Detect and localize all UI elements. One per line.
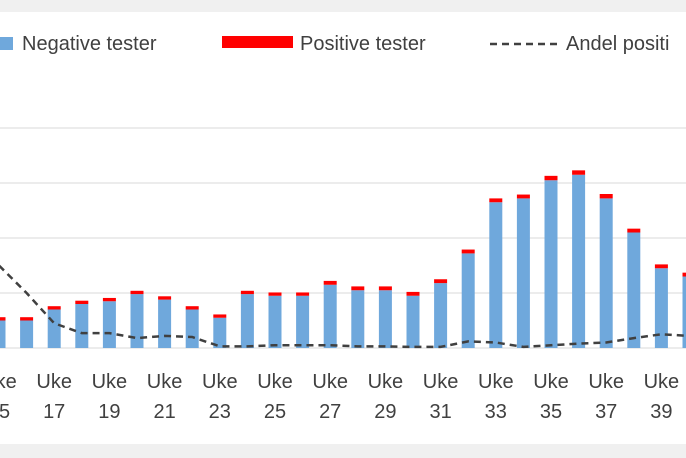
x-tick-label-bottom-4: 23: [209, 401, 231, 423]
legend-label-andel: Andel positi: [566, 33, 669, 55]
x-tick-label-top-6: Uke: [312, 371, 348, 393]
x-tick-label-top-2: Uke: [92, 371, 128, 393]
bar-negative-10: [268, 295, 282, 348]
bar-positive-21: [572, 170, 586, 175]
chart-area: Uke 15 Uke 17 Uke 19 Uke 21 Uke 23 Uke 25 Uke 27 Uke 29…: [0, 12, 686, 444]
bar-positive-20: [544, 175, 558, 181]
x-tick-label-top-8: Uke: [423, 371, 459, 393]
bar-positive-17: [461, 249, 475, 254]
x-tick-label-bottom-6: 27: [319, 401, 341, 423]
x-tick-label-bottom-5: 25: [264, 401, 286, 423]
bar-positive-22: [599, 194, 613, 199]
bar-negative-21: [572, 174, 586, 348]
bar-positive-3: [75, 300, 89, 304]
x-tick-label-top-12: Uke: [644, 371, 680, 393]
x-tick-label-bottom-11: 37: [595, 401, 617, 423]
x-tick-label-top-4: Uke: [202, 371, 238, 393]
bar-positive-12: [323, 280, 337, 285]
legend-label-negative: Negative tester: [22, 33, 157, 55]
bar-negative-6: [158, 299, 172, 348]
bar-positive-5: [130, 290, 144, 295]
bar-negative-15: [406, 295, 420, 348]
bar-negative-23: [627, 232, 641, 348]
bar-positive-18: [489, 198, 503, 203]
legend-swatch-negative: [0, 37, 13, 50]
bar-positive-13: [351, 286, 365, 291]
stacked-bar-chart: Uke 15 Uke 17 Uke 19 Uke 21 Uke 23 Uke 25 Uke 27 Uke 29…: [0, 33, 686, 423]
bar-positive-9: [240, 290, 254, 295]
bar-positive-6: [158, 296, 172, 300]
bar-negative-9: [240, 294, 254, 348]
x-tick-label-bottom-9: 33: [485, 401, 507, 423]
bar-positive-19: [516, 194, 530, 199]
x-tick-label-top-1: Uke: [36, 371, 72, 393]
x-tick-label-bottom-7: 29: [374, 401, 396, 423]
x-tick-label-bottom-10: 35: [540, 401, 562, 423]
bar-positive-23: [627, 228, 641, 233]
x-tick-label-top-11: Uke: [588, 371, 624, 393]
bar-positive-7: [185, 306, 199, 310]
x-tick-label-top-3: Uke: [147, 371, 183, 393]
x-tick-label-bottom-2: 19: [98, 401, 120, 423]
bar-negative-22: [599, 198, 613, 348]
x-tick-label-bottom-1: 17: [43, 401, 65, 423]
x-tick-label-bottom-12: 39: [650, 401, 672, 423]
bar-negative-24: [654, 268, 668, 348]
bar-positive-4: [102, 297, 116, 302]
line-andel-positive: [0, 264, 686, 349]
bar-negative-0: [0, 320, 6, 348]
bar-negative-25: [682, 276, 686, 348]
bar-negative-19: [516, 198, 530, 348]
bar-negative-12: [323, 284, 337, 348]
bar-negative-7: [185, 309, 199, 348]
bar-negative-16: [434, 283, 448, 348]
bar-positive-14: [378, 286, 392, 291]
bar-positive-2: [47, 306, 61, 310]
x-tick-label-top-10: Uke: [533, 371, 569, 393]
bar-positive-0: [0, 317, 6, 321]
bar-negative-2: [47, 309, 61, 348]
bar-positive-8: [213, 314, 227, 318]
x-tick-label-top-5: Uke: [257, 371, 293, 393]
legend-swatch-positive: [222, 36, 293, 48]
bar-negative-1: [20, 320, 34, 348]
x-tick-label-top-9: Uke: [478, 371, 514, 393]
bar-negative-3: [75, 304, 89, 348]
x-tick-label-top-0: Uke: [0, 371, 17, 393]
bar-negative-14: [378, 290, 392, 348]
bar-positive-1: [20, 317, 34, 321]
bar-positive-25: [682, 272, 686, 277]
x-tick-label-top-7: Uke: [368, 371, 404, 393]
bar-positive-11: [296, 292, 310, 296]
legend-label-positive: Positive tester: [300, 33, 426, 55]
x-tick-label-bottom-8: 31: [429, 401, 451, 423]
bar-positive-10: [268, 292, 282, 296]
bar-positive-24: [654, 264, 668, 269]
bar-negative-4: [102, 301, 116, 348]
bar-negative-8: [213, 317, 227, 348]
x-tick-label-bottom-3: 21: [153, 401, 175, 423]
bar-negative-11: [296, 295, 310, 348]
bar-positive-15: [406, 291, 420, 296]
x-tick-label-bottom-0: 15: [0, 401, 10, 423]
bar-negative-18: [489, 202, 503, 348]
bar-positive-16: [434, 279, 448, 284]
bar-negative-13: [351, 290, 365, 348]
bar-negative-5: [130, 294, 144, 348]
bar-negative-17: [461, 253, 475, 348]
bar-negative-20: [544, 180, 558, 348]
